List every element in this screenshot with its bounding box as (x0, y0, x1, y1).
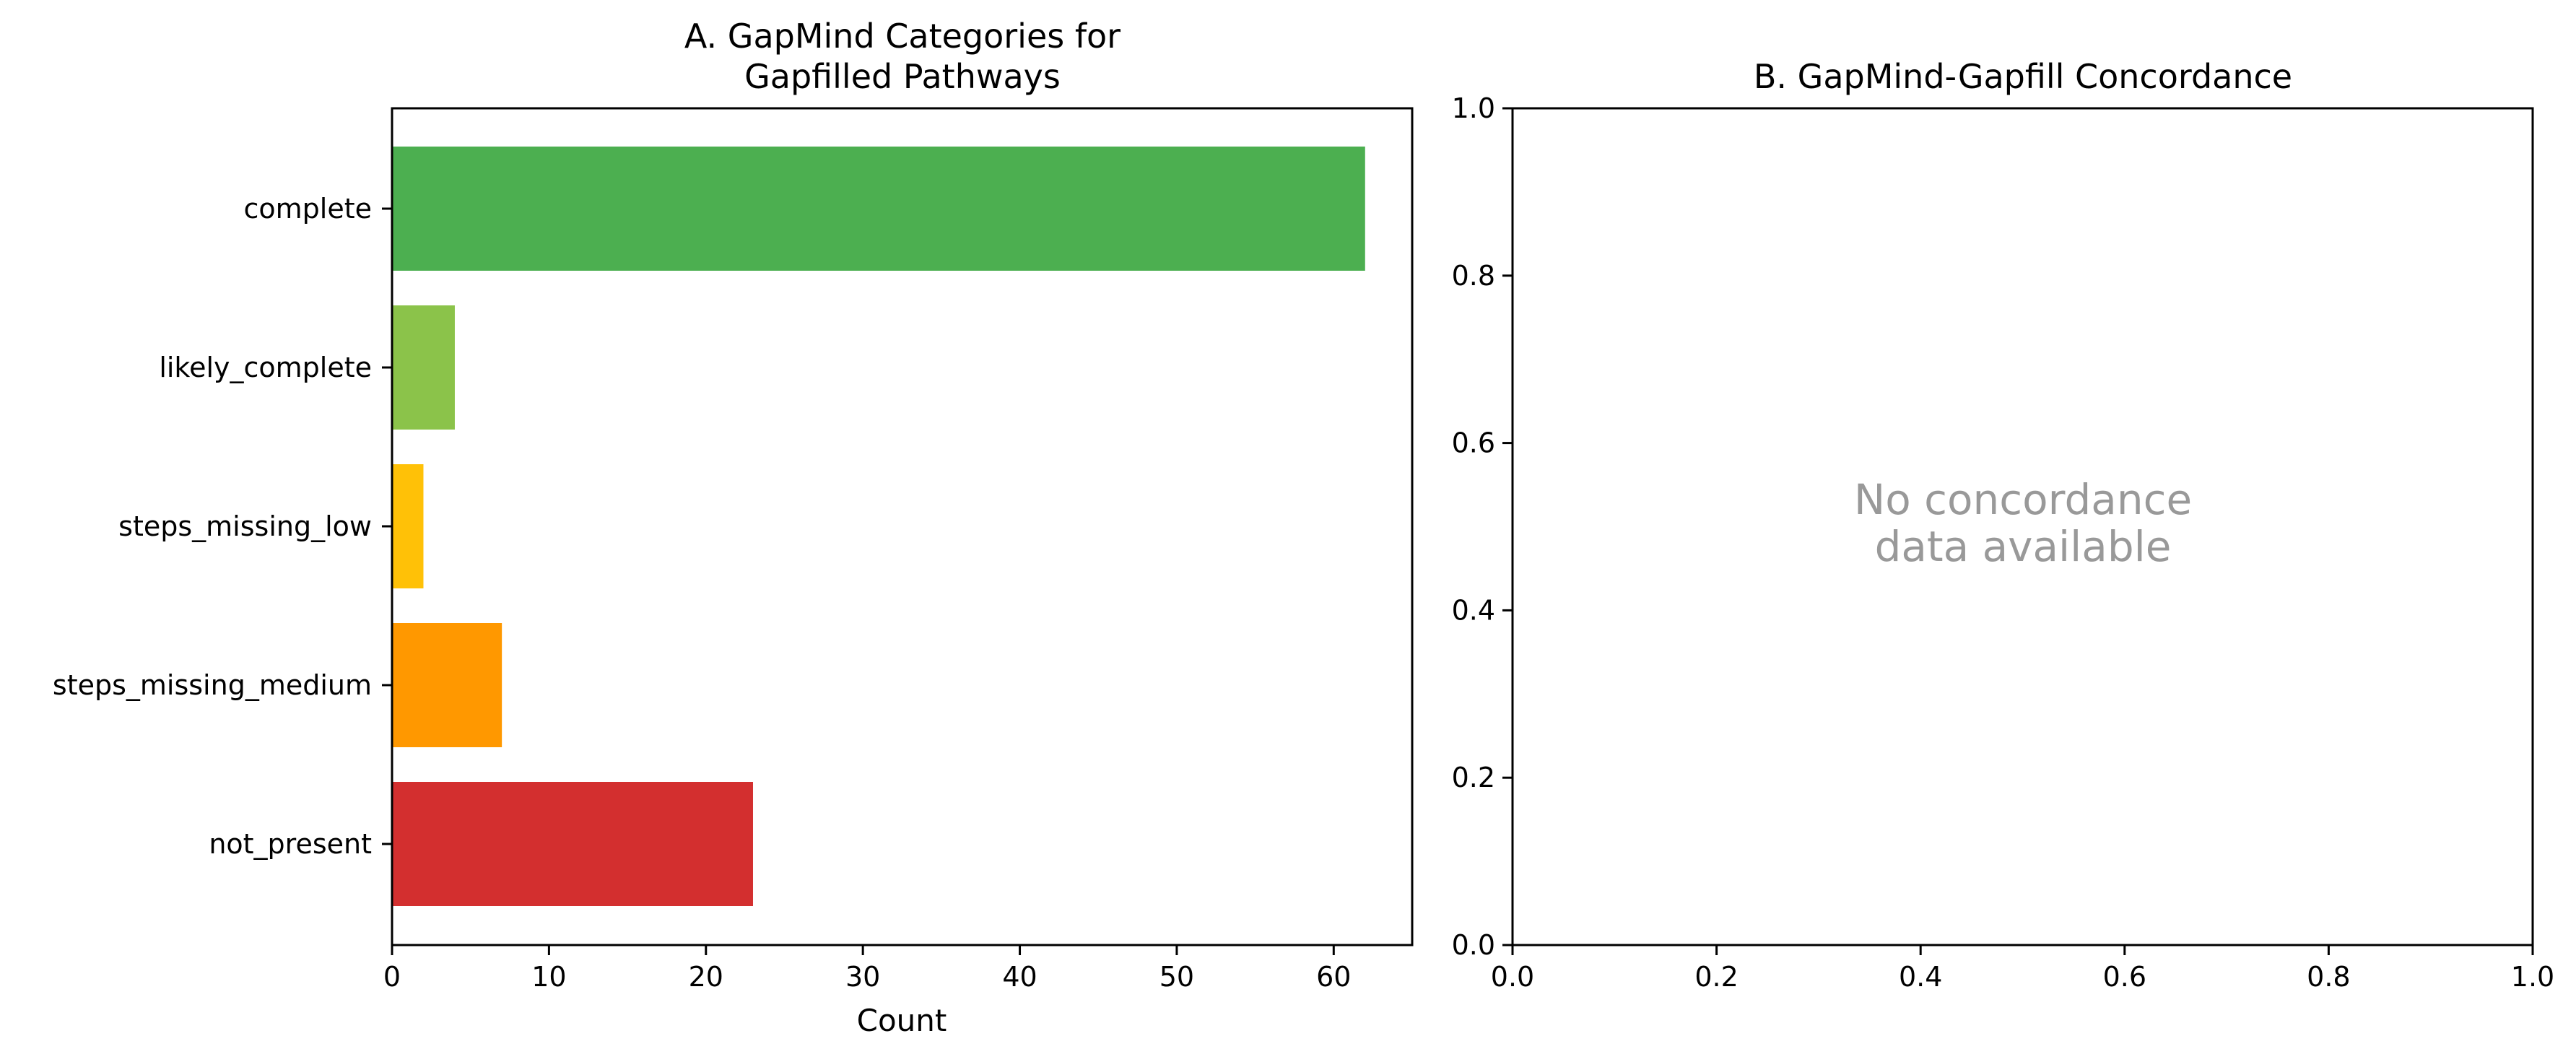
x-tick-label: 20 (689, 961, 723, 993)
x-tick-label: 0.0 (1491, 961, 1534, 993)
y-tick-label: 1.0 (1452, 92, 1495, 124)
bar-complete (392, 147, 1365, 271)
bar-likely-complete (392, 305, 455, 430)
no-data-message-line-1: No concordance (1854, 475, 2192, 524)
panel-b-title: B. GapMind-Gapfill Concordance (1754, 57, 2292, 96)
panel-b-x-ticks: 0.0 0.2 0.4 0.6 0.8 1.0 (1491, 945, 2554, 993)
x-tick-label: 0 (383, 961, 401, 993)
panel-a-y-ticks: complete likely_complete steps_missing_low… (53, 193, 392, 860)
panel-b-y-ticks: 0.0 0.2 0.4 0.6 0.8 1.0 (1452, 92, 1513, 961)
x-tick-label: 30 (845, 961, 880, 993)
y-tick-label: likely_complete (159, 352, 372, 383)
panel-a-bars (392, 147, 1365, 906)
y-tick-label: complete (244, 193, 373, 225)
bar-steps-missing-medium (392, 623, 502, 747)
panel-a-x-axis-label: Count (857, 1003, 947, 1038)
y-tick-label: 0.8 (1452, 260, 1495, 292)
bar-steps-missing-low (392, 464, 424, 588)
y-tick-label: steps_missing_medium (53, 669, 372, 701)
panel-b-concordance: B. GapMind-Gapfill Concordance 0.0 0.2 0.4… (1452, 57, 2555, 993)
x-tick-label: 40 (1002, 961, 1037, 993)
panel-a-title-line-1: A. GapMind Categories for (684, 17, 1121, 56)
y-tick-label: 0.2 (1452, 762, 1495, 793)
bar-not-present (392, 782, 753, 906)
y-tick-label: not_present (209, 828, 372, 860)
y-tick-label: 0.6 (1452, 427, 1495, 459)
x-tick-label: 0.2 (1694, 961, 1738, 993)
x-tick-label: 0.4 (1899, 961, 1942, 993)
x-tick-label: 0.6 (2103, 961, 2146, 993)
x-tick-label: 0.8 (2307, 961, 2350, 993)
x-tick-label: 50 (1159, 961, 1194, 993)
no-data-message-line-2: data available (1875, 522, 2172, 571)
x-tick-label: 10 (531, 961, 566, 993)
y-tick-label: 0.4 (1452, 594, 1495, 626)
panel-b-frame (1511, 107, 2534, 946)
x-tick-label: 60 (1316, 961, 1351, 993)
panel-a-x-ticks: 0 10 20 30 40 50 60 (383, 945, 1351, 993)
y-tick-label: 0.0 (1452, 929, 1495, 961)
panel-a-title-line-2: Gapfilled Pathways (744, 57, 1061, 96)
y-tick-label: steps_missing_low (118, 510, 372, 542)
x-tick-label: 1.0 (2511, 961, 2554, 993)
panel-a-gapmind-categories: A. GapMind Categories for Gapfilled Path… (53, 17, 1414, 1038)
